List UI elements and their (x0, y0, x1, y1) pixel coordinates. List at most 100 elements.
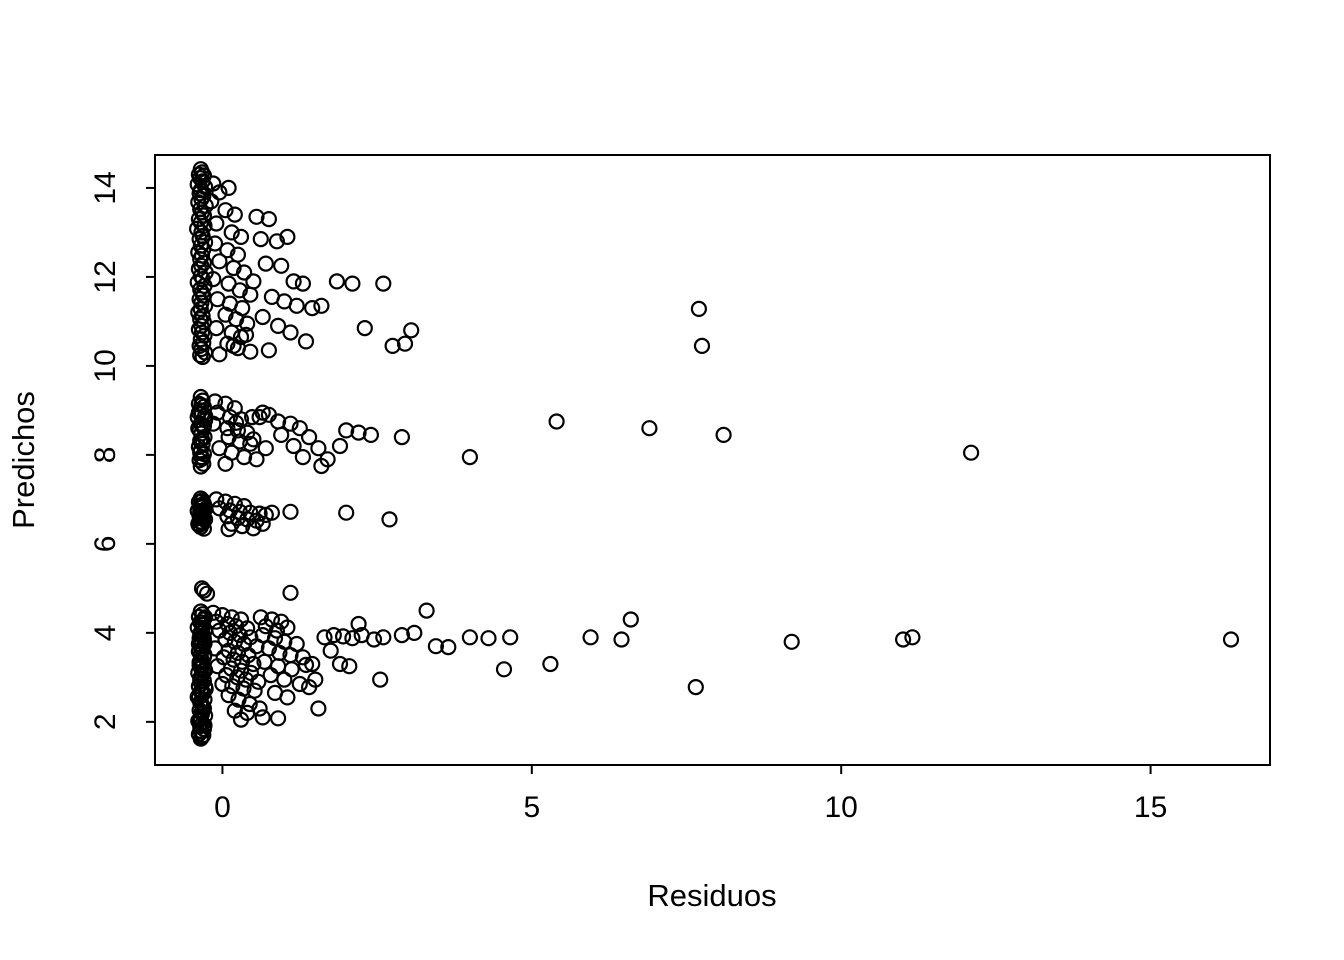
data-point (211, 184, 228, 201)
data-point (894, 631, 912, 648)
data-point (190, 404, 207, 421)
data-point (245, 655, 262, 673)
data-point (362, 426, 379, 443)
data-point (262, 666, 279, 684)
data-point (328, 273, 345, 290)
data-point (325, 626, 342, 644)
data-point (228, 414, 245, 431)
data-point (393, 429, 410, 446)
data-point (461, 449, 478, 466)
data-point (341, 658, 358, 675)
data-point (393, 626, 410, 644)
data-point (260, 211, 277, 228)
data-point (245, 273, 262, 290)
data-point (257, 440, 274, 457)
data-point (613, 631, 630, 648)
data-point (241, 695, 258, 713)
data-point (252, 609, 269, 626)
x-tick-label: 15 (1134, 791, 1167, 824)
data-point (307, 671, 324, 688)
data-point (244, 409, 261, 426)
data-point (904, 629, 921, 646)
data-point (203, 193, 220, 210)
data-point (297, 656, 315, 674)
data-point (217, 455, 234, 472)
y-tick-label: 2 (89, 713, 122, 730)
data-point (283, 661, 300, 678)
data-point (224, 678, 241, 695)
data-point (480, 630, 497, 647)
data-point (220, 521, 237, 538)
data-point (206, 235, 224, 252)
data-point (693, 337, 711, 354)
data-point (217, 202, 234, 219)
data-point (217, 631, 234, 648)
data-point (211, 346, 228, 363)
data-point (783, 633, 800, 650)
data-point (260, 342, 277, 359)
data-point (372, 671, 389, 688)
data-point (338, 422, 355, 439)
data-point (406, 624, 423, 642)
data-point (270, 317, 287, 334)
data-point (962, 444, 980, 461)
data-point (208, 215, 225, 232)
data-point (193, 496, 211, 513)
data-point (250, 673, 267, 690)
data-point (495, 661, 513, 678)
data-point (245, 520, 262, 537)
data-point (257, 255, 274, 272)
data-point (356, 320, 373, 337)
data-point (301, 429, 318, 446)
data-point (254, 709, 271, 726)
y-tick-label: 6 (89, 536, 122, 553)
data-point (291, 675, 308, 693)
data-point (220, 686, 237, 704)
data-point (268, 233, 285, 250)
data-point (242, 343, 259, 360)
data-point (690, 300, 708, 317)
y-axis-title: Predichos (6, 391, 41, 529)
data-point (270, 710, 287, 727)
data-point (195, 417, 212, 435)
data-point (350, 615, 367, 633)
data-point (248, 208, 265, 225)
x-axis-title: Residuos (647, 878, 776, 913)
data-point (282, 503, 299, 520)
data-point (237, 326, 255, 343)
data-point (194, 450, 211, 467)
data-point (542, 655, 559, 673)
data-point (225, 259, 242, 277)
data-point (279, 228, 296, 245)
data-point (236, 264, 253, 281)
data-point (313, 457, 330, 475)
plot-border (154, 154, 1271, 766)
data-point (273, 257, 290, 274)
data-point (197, 678, 214, 695)
data-point (232, 228, 250, 245)
data-point (254, 308, 271, 326)
data-point (225, 651, 242, 668)
data-point (502, 629, 519, 646)
data-point (715, 426, 732, 443)
data-point (220, 179, 237, 196)
data-point (282, 324, 299, 341)
data-point (236, 449, 253, 466)
data-point (548, 413, 565, 430)
data-point (190, 635, 207, 653)
y-tick-label: 14 (89, 171, 122, 204)
plot-area: 0 5 10 15 2 4 6 8 10 12 14 (89, 154, 1271, 824)
data-point (375, 275, 392, 292)
data-point (223, 224, 240, 241)
data-point (198, 585, 216, 602)
data-point (195, 582, 212, 599)
data-point (232, 711, 250, 728)
data-point (270, 658, 287, 675)
data-point (219, 420, 236, 437)
data-point (288, 297, 305, 314)
data-point (384, 337, 401, 354)
data-point (365, 631, 383, 648)
data-point (304, 655, 321, 673)
